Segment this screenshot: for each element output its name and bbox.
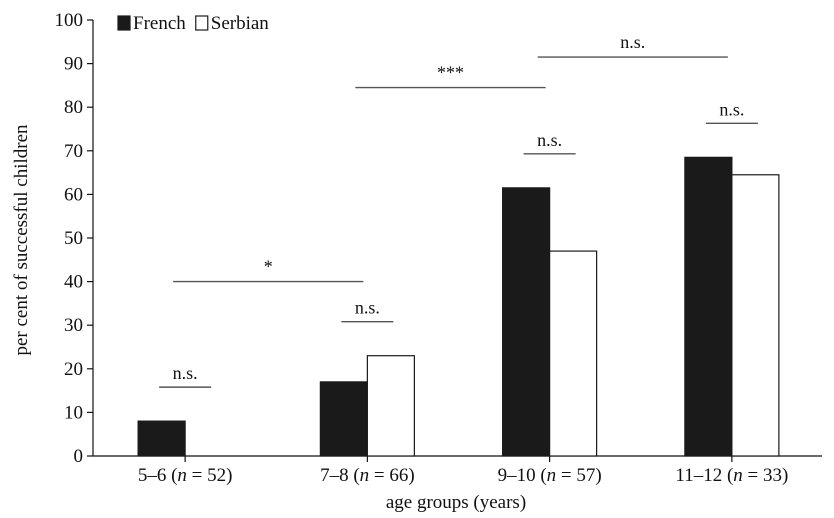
x-tick-label: 7–8 (n = 66) — [320, 465, 415, 486]
bar-french-2 — [502, 187, 551, 457]
legend-label-french: French — [133, 13, 186, 34]
x-axis: 5–6 (n = 52) 7–8 (n = 66) 9–10 (n = 57) 11–… — [93, 455, 822, 486]
y-tick-label: 20 — [64, 359, 83, 380]
y-axis: 0 10 20 30 40 50 60 70 80 90 100 — [55, 10, 94, 467]
legend: French Serbian — [117, 13, 270, 34]
within-group-significance-label: n.s. — [537, 130, 562, 150]
within-group-significance-label: n.s. — [719, 99, 744, 119]
y-tick-label: 30 — [64, 315, 83, 336]
bar-french-1 — [319, 381, 368, 457]
significance-annotations: n.s.n.s.n.s.n.s.****n.s. — [159, 32, 758, 388]
between-group-significance-label: * — [264, 257, 273, 277]
legend-swatch-serbian — [195, 15, 209, 31]
y-tick-label: 40 — [64, 272, 83, 293]
y-tick-label: 50 — [64, 228, 83, 249]
x-tick-label: 9–10 (n = 57) — [498, 465, 602, 486]
y-tick-label: 70 — [64, 141, 83, 162]
bars — [137, 156, 780, 457]
bar-serbian-1 — [366, 355, 415, 457]
y-tick-label: 10 — [64, 402, 83, 423]
y-tick-label: 100 — [55, 10, 84, 31]
within-group-significance-label: n.s. — [173, 363, 198, 383]
legend-swatch-french — [117, 15, 131, 31]
bar-serbian-3 — [731, 174, 780, 457]
x-tick-label: 5–6 (n = 52) — [138, 465, 233, 486]
bar-french-3 — [684, 156, 733, 457]
bar-french-0 — [137, 420, 186, 457]
between-group-significance-label: *** — [437, 63, 464, 83]
y-tick-label: 80 — [64, 97, 83, 118]
between-group-significance-label: n.s. — [620, 32, 645, 52]
bar-serbian-2 — [549, 250, 598, 457]
x-axis-label: age groups (years) — [386, 492, 526, 513]
y-tick-label: 90 — [64, 54, 83, 75]
y-tick-label: 60 — [64, 184, 83, 205]
y-tick-label: 0 — [74, 446, 84, 467]
x-tick-label: 11–12 (n = 33) — [675, 465, 788, 486]
legend-label-serbian: Serbian — [211, 13, 270, 34]
y-axis-label: per cent of successful children — [11, 124, 32, 356]
within-group-significance-label: n.s. — [355, 298, 380, 318]
